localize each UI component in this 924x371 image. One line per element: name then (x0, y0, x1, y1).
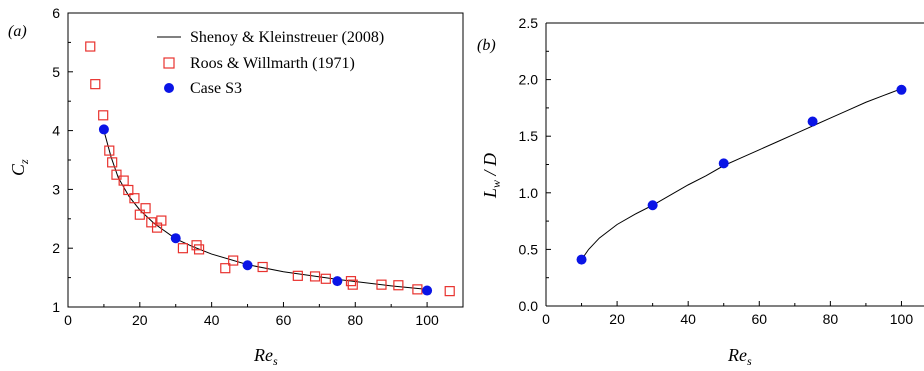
legend-circle-swatch (164, 83, 174, 93)
curve-lw-fit (581, 88, 902, 260)
x-axis-label-b-sub: s (747, 354, 752, 368)
y-tick-label-b: 1.5 (519, 128, 539, 144)
x-tick-label-b: 0 (542, 311, 550, 327)
data-point-roos-willmarth (257, 261, 268, 273)
data-point-lw (647, 200, 658, 211)
y-axis-label-b: Lw / D (480, 153, 503, 199)
series-line-b (581, 88, 902, 260)
y-tick-label-b: 2.0 (519, 72, 539, 88)
x-axis-label-b-main: Re (727, 345, 747, 365)
data-point-roos-willmarth (90, 79, 101, 90)
y-tick-label-a: 5 (52, 64, 60, 80)
panel-label-a: (a) (8, 23, 27, 40)
data-point-roos-willmarth (123, 184, 134, 196)
data-point-lw (896, 84, 907, 95)
data-point-roos-willmarth (393, 280, 404, 291)
series-line-shenoy (103, 130, 428, 290)
data-point-roos-willmarth (98, 110, 109, 121)
series-squares-roos (85, 41, 455, 297)
y-tick-label-a: 4 (52, 123, 60, 139)
data-point-roos-willmarth (177, 243, 189, 254)
y-axis-label-a-sub: z (17, 159, 31, 165)
y-tick-label-b: 0.5 (519, 241, 539, 257)
y-tick-label-a: 1 (52, 299, 60, 315)
x-tick-label-a: 0 (64, 312, 72, 328)
series-circles-b (576, 84, 907, 265)
panel-label-b: (b) (477, 37, 496, 54)
data-point-roos-willmarth (345, 276, 357, 287)
data-point-roos-willmarth (347, 279, 358, 290)
data-point-roos-willmarth (104, 145, 115, 156)
y-tick-label-a: 6 (52, 5, 60, 21)
chart-panel-b: (b) 0 20 40 60 80 100 0.0 0.5 1.0 1.5 2.0 2.5 Res L… (477, 15, 924, 368)
data-point-roos-willmarth (134, 209, 145, 220)
x-tick-label-b: 40 (680, 311, 696, 327)
legend-square-swatch (163, 57, 175, 69)
y-tick-label-a: 2 (52, 240, 60, 256)
x-axis-label-a-sub: s (273, 354, 278, 368)
x-tick-label-b: 80 (823, 311, 839, 327)
data-point-case-s3 (332, 276, 343, 287)
axis-ticks-a: 0 20 40 60 80 100 1 2 3 4 5 6 (52, 5, 439, 328)
data-point-lw (576, 254, 587, 265)
data-point-roos-willmarth (444, 286, 455, 297)
data-point-case-s3 (242, 260, 253, 271)
legend-label-case-s3: Case S3 (190, 80, 242, 97)
data-point-roos-willmarth (140, 203, 151, 214)
data-point-roos-willmarth (309, 271, 321, 282)
x-tick-label-a: 100 (415, 312, 439, 328)
y-axis-label-a: Cz (8, 159, 31, 176)
data-point-roos-willmarth (85, 41, 96, 52)
data-point-roos-willmarth (146, 217, 157, 228)
data-point-roos-willmarth (320, 273, 331, 284)
y-axis-label-a-main: C (8, 163, 28, 176)
data-point-roos-willmarth (111, 169, 122, 180)
x-tick-label-b: 60 (751, 311, 767, 327)
data-point-roos-willmarth (129, 193, 140, 204)
x-tick-label-b: 20 (609, 311, 625, 327)
data-point-lw (807, 116, 818, 127)
x-tick-label-a: 40 (204, 312, 220, 328)
data-point-roos-willmarth (292, 270, 303, 281)
x-axis-label-a-main: Re (253, 345, 273, 365)
x-tick-label-a: 20 (132, 312, 148, 328)
x-axis-label-b: Res (727, 345, 752, 368)
data-point-roos-willmarth (220, 263, 231, 274)
data-point-case-s3 (98, 124, 109, 135)
data-point-roos-willmarth (156, 215, 167, 226)
data-point-roos-willmarth (412, 284, 423, 295)
data-point-case-s3 (422, 285, 433, 296)
legend-label-roos: Roos & Willmarth (1971) (190, 55, 355, 72)
axis-ticks-b: 0 20 40 60 80 100 0.0 0.5 1.0 1.5 2.0 2.5 (519, 15, 914, 327)
x-tick-label-a: 80 (347, 312, 363, 328)
y-tick-label-b: 2.5 (519, 15, 539, 31)
series-circles-case-s3 (98, 124, 433, 296)
x-axis-label-a: Res (253, 345, 278, 368)
data-point-roos-willmarth (228, 255, 239, 266)
curve-shenoy-kleinstreuer (103, 130, 428, 290)
chart-panel-a: (a) 0 20 40 60 80 100 1 2 3 4 5 6 Res Cz Shenoy & K… (8, 5, 464, 368)
legend-label-shenoy: Shenoy & Kleinstreuer (2008) (190, 29, 384, 46)
data-point-roos-willmarth (193, 244, 205, 255)
y-tick-label-b: 1.0 (519, 185, 539, 201)
y-tick-label-a: 3 (52, 181, 60, 197)
data-point-roos-willmarth (376, 279, 387, 290)
y-axis-label-b-suffix: / D (480, 153, 500, 180)
y-axis-label-b-sub: w (489, 180, 503, 188)
x-tick-label-b: 100 (890, 311, 914, 327)
y-axis-label-b-main: L (480, 188, 500, 199)
data-point-roos-willmarth (107, 157, 118, 168)
data-point-case-s3 (170, 233, 181, 244)
y-tick-label-b: 0.0 (519, 298, 539, 314)
x-tick-label-a: 60 (276, 312, 292, 328)
legend-a: Shenoy & Kleinstreuer (2008) Roos & Will… (157, 29, 384, 97)
data-point-lw (718, 158, 729, 169)
